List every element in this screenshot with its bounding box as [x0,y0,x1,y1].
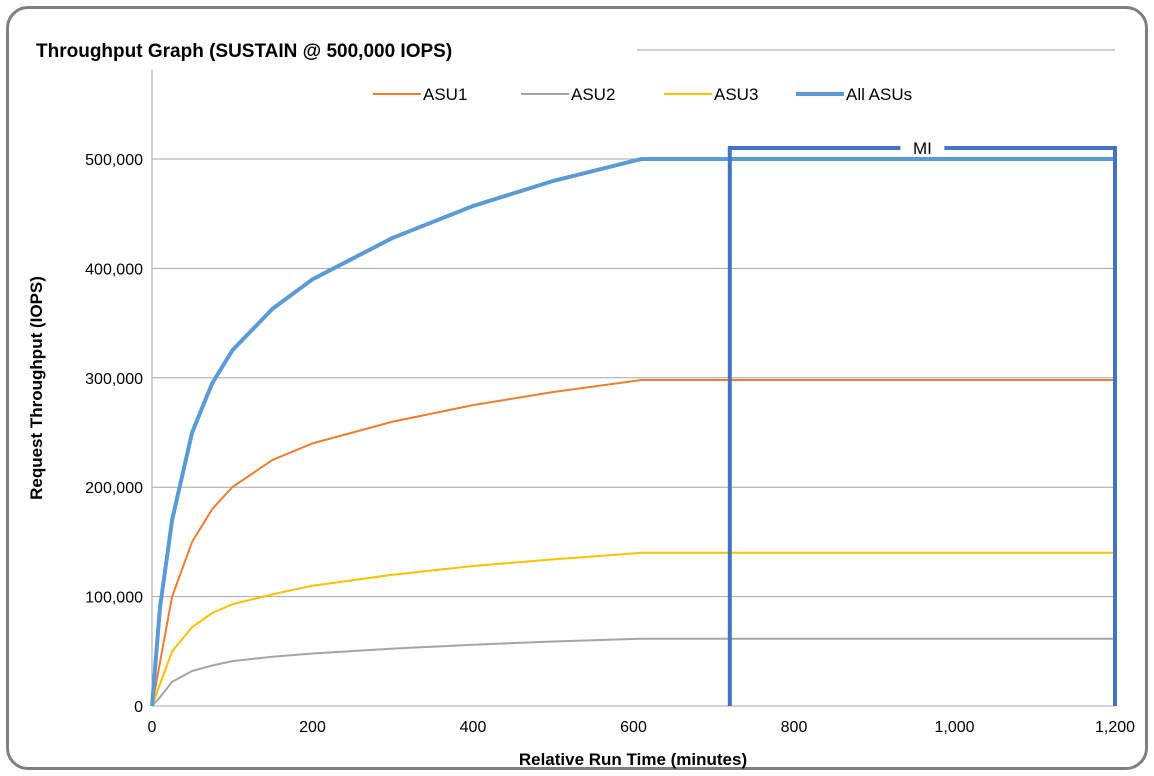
x-tick-label: 200 [299,719,326,736]
legend-label: All ASUs [846,85,912,104]
x-tick-label: 800 [781,719,808,736]
series-line-asu1 [151,379,1115,707]
y-tick-label: 500,000 [85,152,143,169]
mi-bracket-left [727,146,901,706]
y-tick-label: 100,000 [85,590,143,607]
series-line-asu2 [151,637,1115,707]
mi-bracket-right [944,146,1117,706]
x-tick-label: 400 [460,719,487,736]
x-axis-title: Relative Run Time (minutes) [519,750,747,769]
legend-label: ASU2 [571,85,615,104]
legend-label: ASU3 [714,85,758,104]
x-tick-label: 1,200 [1095,719,1135,736]
y-tick-labels: 0 100,000 200,000 300,000 400,000 500,000 [85,152,143,716]
mi-annotation: MI [727,139,1117,706]
chart-frame: Throughput Graph (SUSTAIN @ 500,000 IOPS… [6,6,1148,770]
x-tick-label: 600 [620,719,647,736]
y-axis-title: Request Throughput (IOPS) [27,276,46,500]
chart-title: Throughput Graph (SUSTAIN @ 500,000 IOPS… [36,41,452,62]
mi-label: MI [913,139,932,158]
x-tick-labels: 0 200 400 600 800 1,000 1,200 [148,719,1136,736]
y-tick-label: 0 [134,699,143,716]
series-line-asu3 [151,551,1115,707]
legend-label: ASU1 [423,85,467,104]
x-tick-label: 1,000 [934,719,974,736]
gridlines [152,158,1115,598]
y-tick-label: 400,000 [85,261,143,278]
y-tick-label: 300,000 [85,371,143,388]
series-line-all-asus [150,157,1115,707]
x-tick-label: 0 [148,719,157,736]
y-tick-label: 200,000 [85,480,143,497]
legend: ASU1 ASU2 ASU3 All ASUs [373,85,912,104]
throughput-chart: Throughput Graph (SUSTAIN @ 500,000 IOPS… [27,41,1136,769]
series-layer [150,157,1115,707]
